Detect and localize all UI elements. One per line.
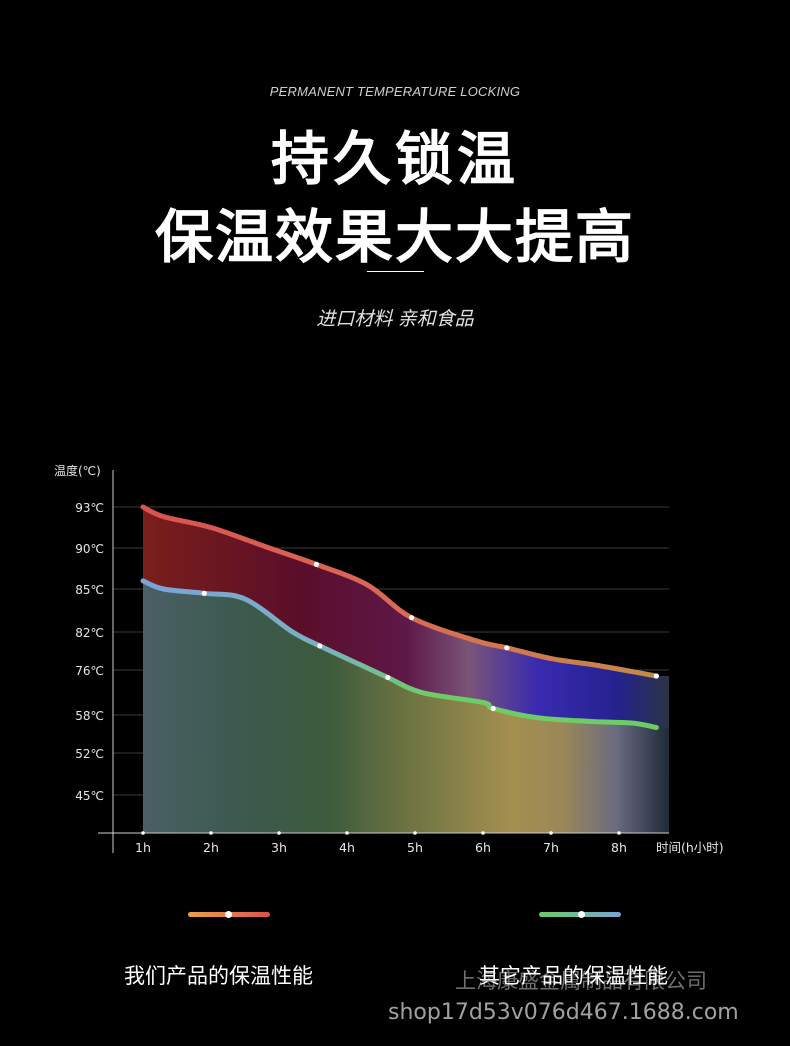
watermark-shop: shop17d53v076d467.1688.com — [388, 1000, 739, 1025]
x-tick-dot-1 — [209, 831, 213, 835]
x-tick-label-1: 2h — [203, 840, 219, 855]
y-tick-label-7: 45℃ — [75, 789, 104, 803]
chart-labels: 93℃ 90℃ 85℃ 82℃ 76℃ 58℃ 52℃ 45℃ 1h 2h 3h 4h 5h 6h 7h 8h… — [54, 463, 724, 855]
x-axis-label: 时间(h小时) — [656, 840, 724, 855]
title-line-1: 持久锁温 — [270, 125, 519, 193]
marker-others-2 — [385, 674, 391, 681]
x-tick-label-4: 5h — [407, 840, 423, 855]
subtitle-en: PERMANENT TEMPERATURE LOCKING — [269, 84, 521, 99]
marker-ours-2 — [504, 645, 510, 651]
area-other-product — [143, 580, 669, 833]
x-tick-label-5: 6h — [475, 840, 491, 855]
marker-others-1 — [317, 643, 323, 649]
title-line-2: 保温效果大大提高 — [154, 203, 635, 271]
title-divider — [367, 271, 424, 272]
legend-label-ours: 我们产品的保温性能 — [124, 964, 313, 988]
marker-ours-1 — [409, 615, 415, 621]
x-tick-label-3: 4h — [339, 840, 355, 855]
x-tick-label-6: 7h — [543, 840, 559, 855]
y-tick-label-0: 93℃ — [75, 501, 104, 515]
marker-ours-0 — [313, 561, 319, 567]
tagline: 进口材料 亲和食品 — [316, 309, 474, 330]
y-axis-label: 温度(℃) — [54, 463, 101, 478]
y-tick-label-5: 58℃ — [75, 709, 104, 723]
line-our-product — [140, 504, 659, 679]
x-tick-label-0: 1h — [135, 840, 151, 855]
x-tick-dot-6 — [549, 831, 553, 835]
watermark-company: 上海康盛金属制品有限公司 — [455, 969, 707, 993]
legend-label-others: 其它产品的保温性能 — [479, 964, 668, 988]
x-tick-dot-7 — [617, 831, 621, 835]
chart-markers — [141, 561, 660, 835]
marker-others-0 — [201, 590, 207, 596]
y-tick-label-2: 85℃ — [75, 583, 104, 597]
marker-ours-3 — [653, 673, 660, 679]
y-tick-label-4: 76℃ — [75, 664, 104, 678]
x-tick-dot-5 — [481, 831, 485, 835]
x-tick-dot-4 — [413, 831, 417, 835]
temperature-chart: 93℃ 90℃ 85℃ 82℃ 76℃ 58℃ 52℃ 45℃ 1h 2h 3h 4h 5h 6h 7h 8h… — [54, 463, 724, 855]
x-tick-dot-2 — [277, 831, 281, 835]
y-tick-label-6: 52℃ — [75, 747, 104, 761]
x-tick-label-7: 8h — [611, 840, 627, 855]
legend-dot-ours — [225, 911, 232, 918]
x-tick-label-2: 3h — [271, 840, 287, 855]
x-tick-dot-0 — [141, 831, 145, 835]
legend-dot-others — [578, 911, 585, 918]
chart-axes — [98, 470, 669, 853]
marker-others-3 — [490, 705, 496, 712]
y-tick-label-1: 90℃ — [75, 542, 104, 556]
x-tick-dot-3 — [345, 831, 349, 835]
y-tick-label-3: 82℃ — [75, 626, 104, 640]
